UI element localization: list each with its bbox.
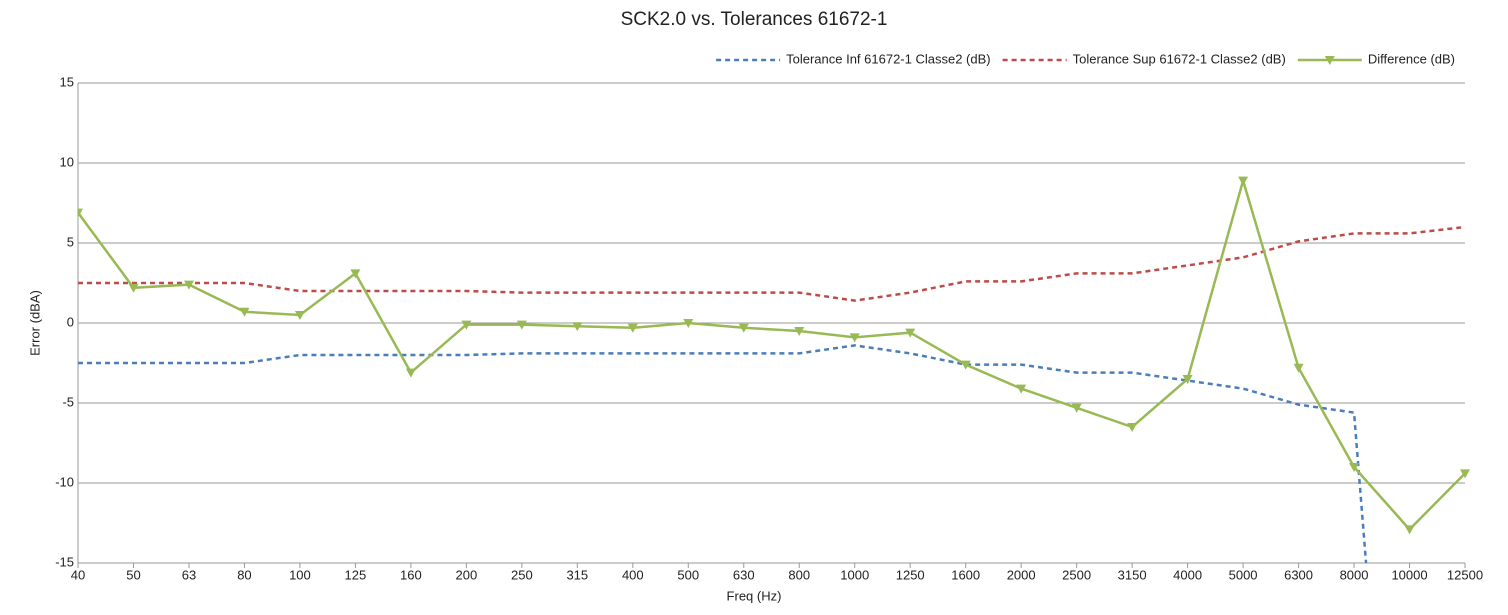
data-point	[1404, 525, 1415, 535]
x-tick-label: 80	[237, 567, 251, 582]
x-tick-label: 5000	[1229, 567, 1258, 582]
legend-label: Tolerance Sup 61672-1 Classe2 (dB)	[1073, 51, 1286, 66]
x-tick-label: 500	[677, 567, 699, 582]
grid: -15 -10 -5 0 5 10 15 40 50 63 80 100 125 160 200 250 315…	[55, 74, 1483, 582]
y-axis-label: Error (dBA)	[27, 290, 42, 356]
x-tick-label: 400	[622, 567, 644, 582]
y-tick-label: 10	[60, 154, 74, 169]
data-point	[1460, 469, 1470, 479]
data-point	[960, 360, 971, 370]
data-point	[1127, 423, 1138, 432]
legend-label: Tolerance Inf 61672-1 Classe2 (dB)	[786, 51, 991, 66]
data-point	[1238, 176, 1249, 186]
x-tick-label: 100	[289, 567, 311, 582]
x-tick-label: 250	[511, 567, 533, 582]
y-tick-label: 15	[60, 74, 74, 89]
x-tick-label: 125	[345, 567, 367, 582]
data-point	[239, 307, 250, 317]
chart-title: SCK2.0 vs. Tolerances 61672-1	[621, 9, 888, 30]
data-point	[1182, 375, 1193, 384]
x-tick-label: 6300	[1284, 567, 1313, 582]
data-point	[572, 322, 583, 332]
x-tick-label: 40	[71, 567, 85, 582]
x-tick-label: 200	[456, 567, 478, 582]
x-tick-label: 63	[182, 567, 196, 582]
data-point	[128, 283, 139, 293]
series-line	[78, 344, 1368, 563]
x-tick-label: 1000	[840, 567, 869, 582]
data-point	[849, 333, 860, 343]
data-point	[405, 368, 416, 378]
data-point	[183, 280, 194, 290]
x-tick-label: 1250	[896, 567, 925, 582]
y-tick-label: 5	[67, 234, 74, 249]
data-point	[627, 323, 638, 333]
data-point	[905, 328, 916, 338]
data-point	[461, 320, 472, 330]
data-point	[738, 323, 749, 333]
x-tick-label: 1600	[951, 567, 980, 582]
x-tick-label: 160	[400, 567, 422, 582]
x-tick-label: 3150	[1118, 567, 1147, 582]
x-tick-label: 12500	[1447, 567, 1483, 582]
data-point	[1016, 384, 1027, 394]
x-axis-label: Freq (Hz)	[727, 588, 782, 603]
x-tick-label: 2000	[1007, 567, 1036, 582]
x-tick-label: 4000	[1173, 567, 1202, 582]
y-tick-label: -10	[55, 474, 74, 489]
series-line	[78, 225, 1466, 302]
y-tick-label: -5	[62, 394, 74, 409]
plot-area	[78, 176, 1470, 563]
data-point	[1071, 403, 1082, 413]
x-tick-label: 800	[788, 567, 810, 582]
x-tick-label: 630	[733, 567, 755, 582]
data-point	[1349, 463, 1360, 472]
series-line	[78, 176, 1466, 532]
x-tick-label: 50	[126, 567, 140, 582]
data-point	[1293, 363, 1304, 373]
y-tick-label: -15	[55, 554, 74, 569]
y-tick-label: 0	[67, 314, 74, 329]
legend-marker	[1324, 56, 1335, 65]
data-point	[516, 320, 527, 330]
legend-label: Difference (dB)	[1368, 51, 1455, 66]
x-tick-label: 315	[566, 567, 588, 582]
data-point	[350, 269, 361, 279]
x-tick-label: 10000	[1391, 567, 1427, 582]
data-point	[683, 319, 694, 328]
legend: Difference (dB) Tolerance Sup 61672-1 Cla…	[716, 51, 1455, 66]
data-point	[794, 327, 805, 336]
x-tick-label: 8000	[1340, 567, 1369, 582]
data-point	[78, 208, 83, 218]
data-point	[294, 311, 305, 320]
x-tick-label: 2500	[1062, 567, 1091, 582]
